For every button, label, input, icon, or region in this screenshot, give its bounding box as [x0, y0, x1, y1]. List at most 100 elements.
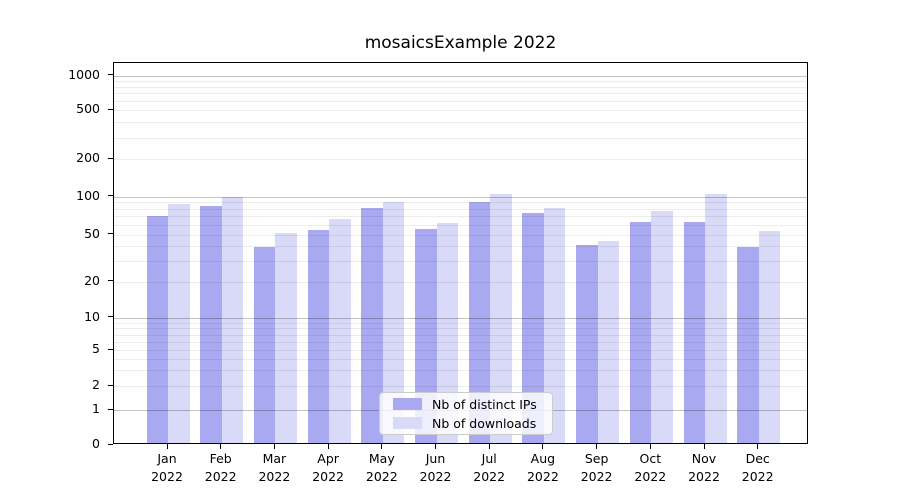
bar-aug-distinct-ips — [522, 213, 544, 443]
y-tick-label-0: 0 — [92, 436, 100, 451]
x-tick-mark — [166, 444, 168, 449]
bar-apr-distinct-ips — [307, 230, 330, 443]
gridline — [114, 208, 807, 210]
legend-item-distinct-ips: Nb of distinct IPs — [380, 396, 552, 412]
gridline — [114, 110, 807, 112]
y-tick-mark — [108, 443, 113, 445]
x-tick-mark — [435, 444, 436, 449]
bar-mar-distinct-ips — [253, 246, 276, 443]
bar-jan-distinct-ips — [146, 215, 168, 443]
gridline — [114, 137, 807, 139]
x-tick-label-jul: Jul 2022 — [473, 451, 506, 484]
gridline — [114, 196, 807, 198]
bar-jan-downloads — [168, 203, 190, 443]
x-tick-mark — [488, 444, 490, 449]
y-tick-mark — [108, 408, 113, 410]
x-tick-label-feb: Feb 2022 — [204, 451, 237, 484]
bar-nov-downloads — [705, 193, 727, 443]
chart-title: mosaicsExample 2022 — [364, 33, 557, 53]
bar-mar-downloads — [275, 232, 297, 443]
gridline — [114, 202, 807, 204]
plot-area: Nb of distinct IPs Nb of downloads — [113, 62, 808, 444]
x-tick-label-jan: Jan 2022 — [151, 451, 183, 484]
y-tick-mark — [108, 195, 113, 197]
x-tick-mark — [381, 444, 383, 449]
y-tick-mark — [108, 280, 113, 281]
bar-sep-distinct-ips — [576, 245, 598, 443]
x-tick-label-oct: Oct 2022 — [634, 451, 667, 484]
bar-may-distinct-ips — [361, 208, 383, 443]
gridline — [114, 317, 807, 319]
y-tick-mark — [108, 384, 113, 386]
x-tick-label-apr: Apr 2022 — [312, 451, 344, 484]
legend-label-downloads: Nb of downloads — [432, 415, 537, 431]
x-tick-mark — [542, 444, 544, 449]
y-tick-label-5: 5 — [92, 341, 100, 357]
y-tick-label-20: 20 — [84, 272, 100, 288]
y-tick-mark — [108, 316, 113, 318]
x-tick-mark — [757, 444, 759, 449]
gridline — [114, 386, 807, 388]
bar-nov-distinct-ips — [683, 221, 705, 443]
bar-may-downloads — [382, 201, 405, 443]
y-tick-mark — [108, 74, 113, 76]
gridline — [114, 322, 807, 324]
x-tick-mark — [220, 444, 222, 449]
bar-dec-downloads — [758, 231, 781, 443]
bar-jul-downloads — [490, 194, 512, 443]
bar-aug-downloads — [543, 207, 566, 443]
gridline — [114, 122, 807, 124]
gridline — [114, 245, 807, 247]
x-tick-mark — [273, 444, 275, 449]
x-tick-mark — [649, 444, 651, 449]
y-tick-mark — [108, 157, 113, 159]
bar-dec-distinct-ips — [737, 246, 759, 443]
gridline — [114, 281, 807, 283]
x-tick-label-nov: Nov 2022 — [688, 451, 720, 484]
x-tick-label-sep: Sep 2022 — [580, 451, 613, 484]
x-tick-mark — [596, 444, 598, 449]
gridline — [114, 216, 807, 218]
bar-jul-distinct-ips — [468, 201, 491, 443]
gridline — [114, 328, 807, 330]
legend-label-distinct-ips: Nb of distinct IPs — [432, 396, 537, 412]
gridline — [114, 86, 807, 88]
y-tick-label-2: 2 — [92, 377, 100, 393]
bar-apr-downloads — [329, 219, 351, 443]
x-tick-label-dec: Dec 2022 — [741, 451, 774, 484]
bar-feb-downloads — [221, 196, 244, 443]
bars-layer — [114, 63, 807, 443]
bar-jun-distinct-ips — [415, 229, 437, 443]
x-tick-label-may: May 2022 — [365, 451, 398, 484]
gridline — [114, 159, 807, 161]
bar-jun-downloads — [436, 222, 458, 443]
bar-oct-distinct-ips — [629, 221, 652, 443]
gridline — [114, 75, 807, 77]
gridline — [114, 234, 807, 236]
legend-item-downloads: Nb of downloads — [380, 415, 552, 431]
x-tick-label-aug: Aug 2022 — [526, 451, 559, 484]
x-tick-label-mar: Mar 2022 — [258, 451, 291, 484]
y-tick-mark — [108, 233, 113, 235]
x-tick-mark — [327, 444, 329, 449]
gridline — [114, 101, 807, 103]
y-tick-mark — [108, 348, 113, 350]
gridline — [114, 334, 807, 336]
bar-oct-downloads — [651, 211, 673, 443]
y-tick-mark — [108, 108, 113, 110]
y-tick-label-10: 10 — [84, 308, 100, 324]
gridline — [114, 224, 807, 226]
y-tick-label-500: 500 — [76, 101, 100, 117]
chart-legend: Nb of distinct IPs Nb of downloads — [379, 392, 553, 435]
x-tick-label-jun: Jun 2022 — [419, 451, 452, 484]
gridline — [114, 370, 807, 372]
legend-swatch-downloads — [393, 417, 422, 429]
y-tick-label-1: 1 — [92, 401, 100, 417]
y-tick-label-200: 200 — [76, 150, 100, 166]
gridlines-layer — [114, 63, 807, 443]
legend-swatch-distinct-ips — [393, 398, 422, 410]
gridline — [114, 350, 807, 352]
y-tick-label-50: 50 — [84, 225, 100, 241]
bar-sep-downloads — [597, 241, 620, 443]
